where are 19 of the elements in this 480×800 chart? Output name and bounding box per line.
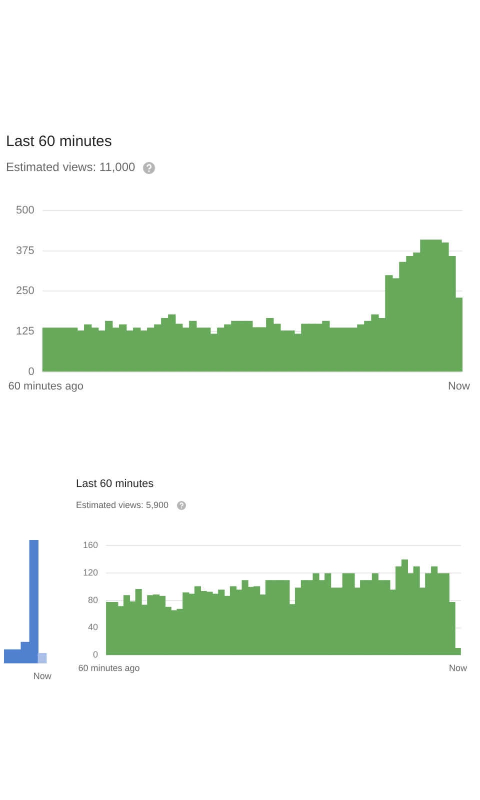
chart-subtitle: Estimated views: 5,900 — [76, 500, 169, 510]
y-tick-label: 125 — [16, 326, 34, 338]
x-tick-label: Now — [448, 380, 470, 392]
y-tick-label: 40 — [88, 622, 98, 632]
x-tick-label: Now — [33, 671, 52, 682]
x-tick-label: 60 minutes ago — [8, 380, 84, 392]
y-tick-label: 250 — [16, 285, 34, 298]
y-tick-label: 375 — [16, 244, 34, 257]
y-tick-label: 0 — [93, 650, 98, 660]
chart-title: Last 60 minutes — [5, 133, 113, 150]
chart-subtitle: Estimated views: 11,000 — [6, 160, 136, 174]
y-tick-label: 500 — [16, 204, 34, 217]
y-tick-label: 120 — [83, 567, 98, 578]
x-tick-label: 60 minutes ago — [78, 663, 140, 674]
chart-title: Last 60 minutes — [75, 478, 155, 490]
y-tick-label: 0 — [28, 366, 34, 378]
y-tick-label: 80 — [88, 594, 98, 605]
x-tick-label: Now — [448, 663, 468, 674]
y-tick-label: 160 — [83, 540, 98, 550]
